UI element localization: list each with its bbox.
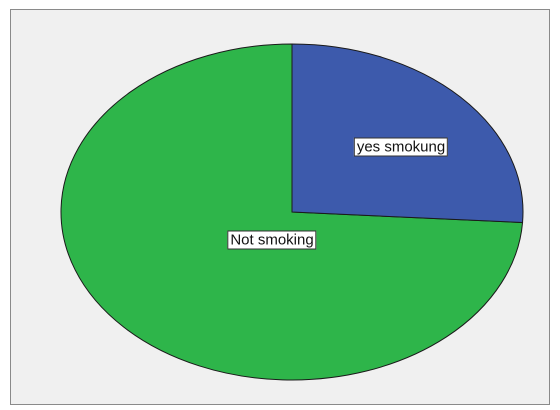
slice-label-yes-smokung: yes smokung xyxy=(353,137,449,157)
pie-chart xyxy=(60,43,524,381)
chart-area: Not smoking yes smokung xyxy=(10,9,550,405)
pie-slice-yes-smokung xyxy=(291,43,524,224)
slice-label-not-smoking: Not smoking xyxy=(227,230,317,250)
